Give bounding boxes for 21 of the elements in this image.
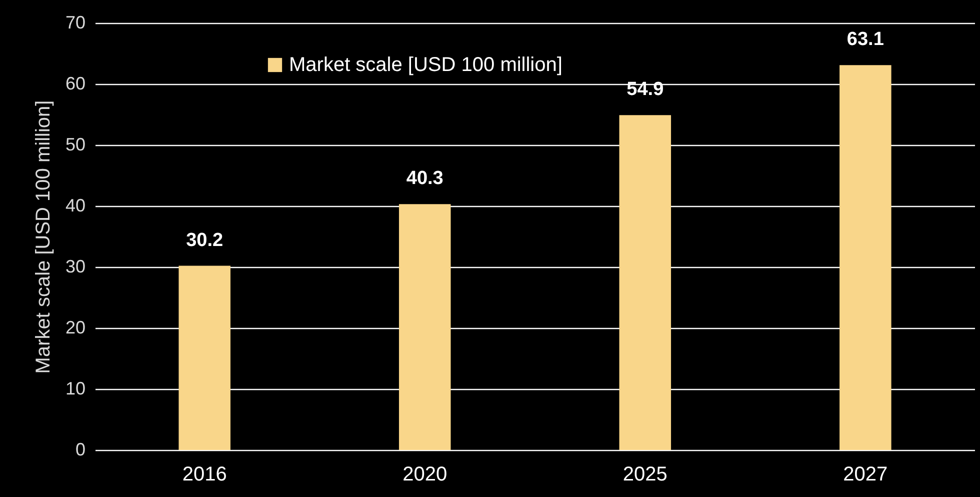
- data-label: 40.3: [406, 168, 444, 190]
- y-tick-label: 30: [65, 256, 86, 276]
- y-tick-label: 70: [65, 12, 86, 32]
- y-tick-label: 20: [65, 318, 86, 338]
- y-tick-label: 40: [65, 196, 86, 216]
- y-tick-label: 0: [75, 440, 86, 460]
- y-tick-label: 10: [65, 378, 86, 398]
- data-label: 63.1: [846, 29, 884, 50]
- legend-label: Market scale [USD 100 million]: [289, 54, 562, 76]
- x-tick-label: 2025: [622, 464, 668, 486]
- bar: [178, 266, 230, 450]
- bar: [619, 115, 672, 450]
- y-axis-title: Market scale [USD 100 million]: [32, 100, 54, 374]
- data-label: 30.2: [186, 230, 224, 251]
- x-tick-label: 2016: [182, 464, 227, 486]
- y-tick-label: 50: [65, 134, 86, 154]
- y-tick-label: 60: [65, 74, 86, 94]
- bar: [840, 65, 892, 450]
- bar: [398, 204, 451, 450]
- x-tick-label: 2020: [402, 464, 448, 486]
- x-tick-label: 2027: [843, 464, 888, 486]
